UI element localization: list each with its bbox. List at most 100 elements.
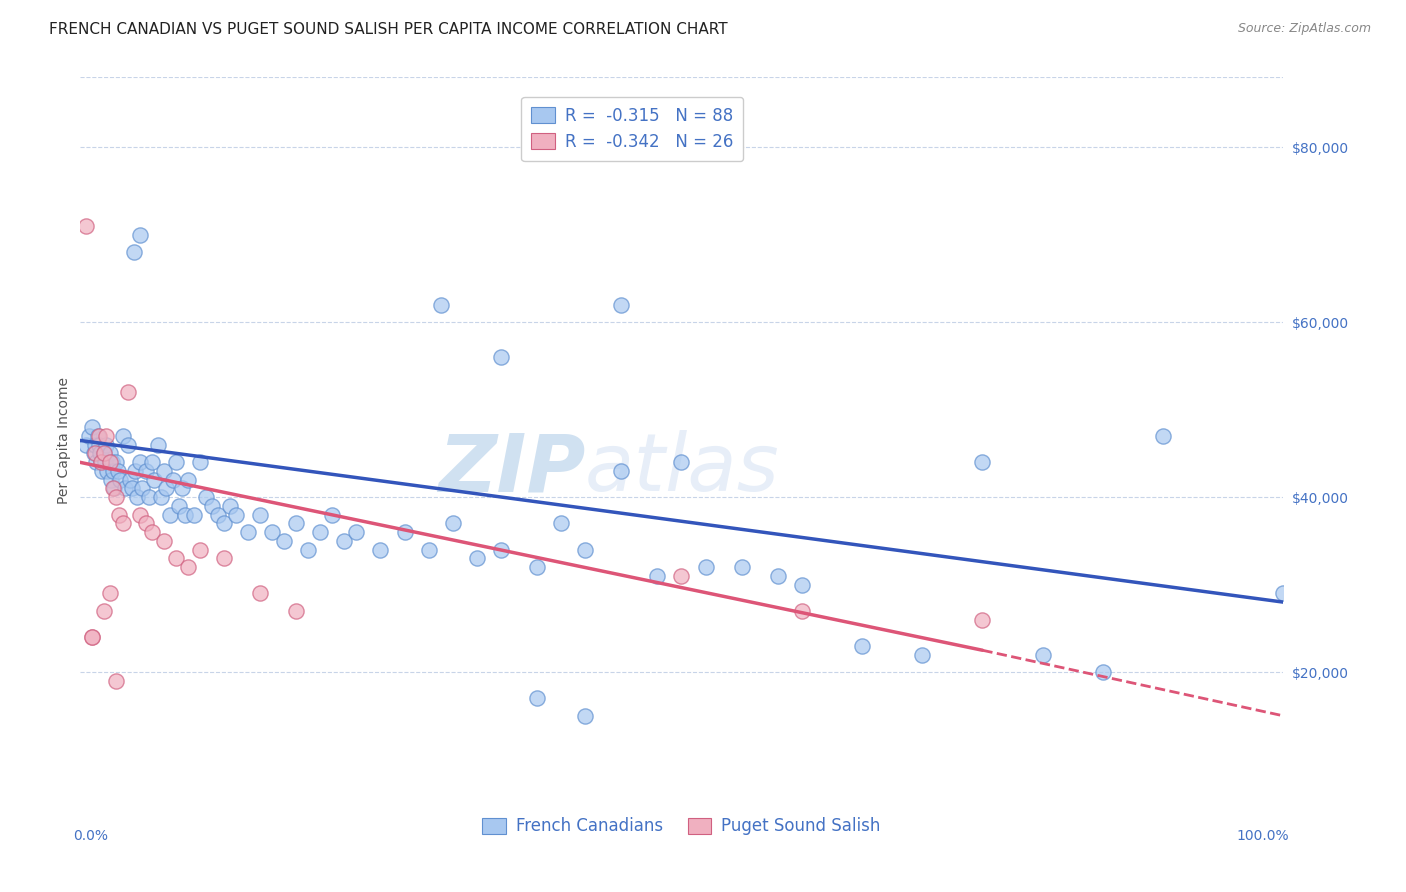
Point bbox=[169, 499, 191, 513]
Point bbox=[98, 446, 121, 460]
Point bbox=[94, 429, 117, 443]
Point bbox=[550, 516, 572, 531]
Point bbox=[671, 455, 693, 469]
Point bbox=[90, 455, 112, 469]
Point bbox=[80, 420, 103, 434]
Point bbox=[201, 499, 224, 513]
Point bbox=[610, 298, 633, 312]
Point bbox=[104, 490, 127, 504]
Point bbox=[104, 455, 127, 469]
Point bbox=[790, 604, 813, 618]
Y-axis label: Per Capita Income: Per Capita Income bbox=[58, 376, 72, 504]
Point bbox=[309, 525, 332, 540]
Point bbox=[91, 464, 114, 478]
Point bbox=[103, 464, 125, 478]
Point bbox=[87, 438, 110, 452]
Point bbox=[972, 455, 994, 469]
Point bbox=[671, 569, 693, 583]
Point bbox=[165, 551, 187, 566]
Point bbox=[285, 516, 308, 531]
Point bbox=[96, 464, 118, 478]
Point bbox=[441, 516, 464, 531]
Point bbox=[249, 586, 271, 600]
Point bbox=[80, 630, 103, 644]
Point bbox=[212, 516, 235, 531]
Point bbox=[89, 446, 111, 460]
Point bbox=[1032, 648, 1054, 662]
Point bbox=[333, 533, 356, 548]
Point bbox=[98, 586, 121, 600]
Point bbox=[285, 604, 308, 618]
Point bbox=[165, 455, 187, 469]
Point bbox=[101, 455, 124, 469]
Point bbox=[574, 708, 596, 723]
Point bbox=[131, 482, 153, 496]
Point bbox=[128, 455, 150, 469]
Point bbox=[94, 455, 117, 469]
Point bbox=[225, 508, 247, 522]
Point bbox=[150, 490, 173, 504]
Point bbox=[141, 525, 163, 540]
Point bbox=[610, 464, 633, 478]
Point bbox=[174, 508, 197, 522]
Point bbox=[790, 577, 813, 591]
Point bbox=[152, 464, 174, 478]
Point bbox=[177, 560, 200, 574]
Point bbox=[170, 482, 193, 496]
Point bbox=[75, 219, 97, 233]
Point bbox=[574, 542, 596, 557]
Point bbox=[107, 464, 129, 478]
Text: atlas: atlas bbox=[585, 431, 780, 508]
Point bbox=[90, 455, 112, 469]
Point bbox=[236, 525, 259, 540]
Point bbox=[128, 508, 150, 522]
Point bbox=[183, 508, 205, 522]
Point bbox=[489, 351, 512, 365]
Point bbox=[108, 508, 131, 522]
Point bbox=[219, 499, 242, 513]
Point bbox=[188, 455, 211, 469]
Point bbox=[647, 569, 669, 583]
Point bbox=[75, 438, 97, 452]
Point bbox=[465, 551, 488, 566]
Point bbox=[177, 473, 200, 487]
Point bbox=[93, 446, 115, 460]
Point bbox=[766, 569, 789, 583]
Point bbox=[87, 429, 110, 443]
Point bbox=[117, 438, 139, 452]
Point bbox=[207, 508, 229, 522]
Point bbox=[111, 429, 134, 443]
Point bbox=[194, 490, 217, 504]
Legend: French Canadians, Puget Sound Salish: French Canadians, Puget Sound Salish bbox=[475, 811, 887, 842]
Point bbox=[138, 490, 160, 504]
Point bbox=[344, 525, 367, 540]
Point bbox=[127, 490, 149, 504]
Point bbox=[152, 533, 174, 548]
Point bbox=[84, 438, 107, 452]
Point bbox=[249, 508, 271, 522]
Point bbox=[83, 446, 105, 460]
Point bbox=[1272, 586, 1295, 600]
Point bbox=[143, 473, 166, 487]
Point bbox=[135, 516, 157, 531]
Point bbox=[212, 551, 235, 566]
Point bbox=[104, 673, 127, 688]
Point bbox=[86, 455, 108, 469]
Point bbox=[911, 648, 934, 662]
Point bbox=[128, 227, 150, 242]
Point bbox=[122, 245, 145, 260]
Point bbox=[93, 604, 115, 618]
Point bbox=[370, 542, 392, 557]
Point bbox=[80, 630, 103, 644]
Point bbox=[155, 482, 177, 496]
Point bbox=[84, 446, 107, 460]
Point bbox=[1152, 429, 1174, 443]
Point bbox=[321, 508, 343, 522]
Point bbox=[526, 691, 548, 706]
Point bbox=[159, 508, 181, 522]
Text: ZIP: ZIP bbox=[437, 431, 585, 508]
Point bbox=[121, 482, 143, 496]
Text: 0.0%: 0.0% bbox=[73, 829, 108, 843]
Point bbox=[162, 473, 184, 487]
Point bbox=[141, 455, 163, 469]
